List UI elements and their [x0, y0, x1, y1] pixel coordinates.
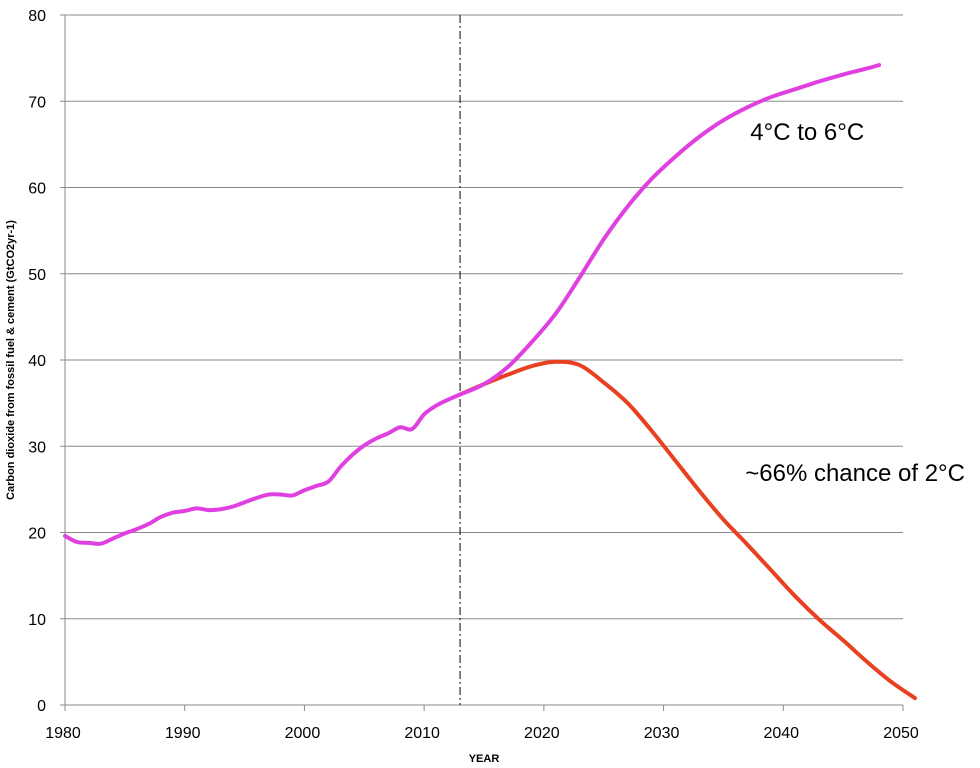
x-tick-label: 2040 [763, 725, 799, 742]
series-group [63, 63, 917, 701]
y-tick-label: 50 [28, 267, 46, 284]
x-tick-label: 2010 [404, 725, 440, 742]
y-tick-label: 30 [28, 439, 46, 456]
x-tick-label: 2050 [883, 725, 919, 742]
annotation-label: 4°C to 6°C [750, 119, 864, 146]
series-line-1 [458, 63, 882, 397]
x-tick-label: 2020 [524, 725, 560, 742]
annotations: 4°C to 6°C ~66% chance of 2°C [745, 119, 965, 487]
x-axis-label: YEAR [469, 753, 500, 765]
x-tick-label: 2000 [285, 725, 321, 742]
x-tick-label: 1980 [45, 725, 81, 742]
y-tick-label: 0 [37, 698, 46, 715]
y-tick-label: 10 [28, 612, 46, 629]
gridlines [64, 14, 903, 706]
series-line-0 [63, 392, 463, 546]
series-line-2 [458, 359, 917, 701]
annotation-label: ~66% chance of 2°C [745, 460, 965, 487]
x-tick-label: 1990 [165, 725, 201, 742]
x-axis-ticks: 1980 1990 2000 2010 2020 2030 2040 2050 [45, 705, 919, 742]
y-axis-ticks: 0 10 20 30 40 50 60 70 80 [28, 8, 65, 715]
y-tick-label: 20 [28, 526, 46, 543]
y-tick-label: 40 [28, 353, 46, 370]
x-tick-label: 2030 [644, 725, 680, 742]
y-tick-label: 60 [28, 181, 46, 198]
y-tick-label: 70 [28, 94, 46, 111]
y-axis-label: Carbon dioxide from fossil fuel & cement… [5, 220, 17, 500]
y-tick-label: 80 [28, 8, 46, 25]
